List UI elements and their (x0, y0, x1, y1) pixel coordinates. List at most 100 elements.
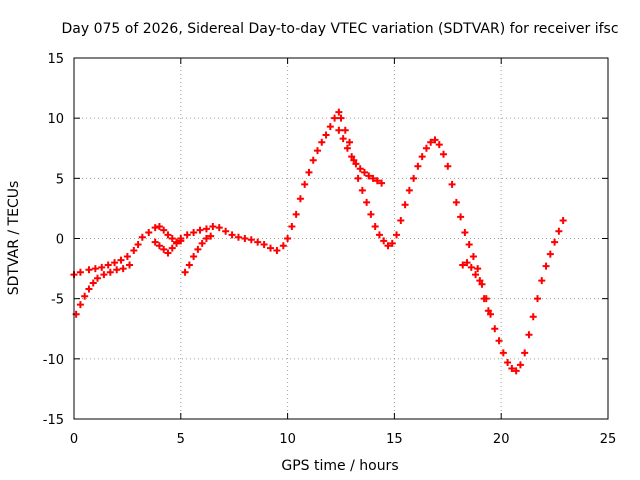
data-point (301, 180, 309, 188)
data-point (422, 144, 430, 152)
data-point (546, 250, 554, 258)
data-point (241, 235, 249, 242)
series-branch-5 (459, 259, 492, 315)
data-point (119, 265, 127, 273)
data-point (273, 247, 281, 255)
data-point (559, 216, 567, 224)
data-point (465, 241, 473, 249)
data-point (365, 172, 373, 180)
data-point (401, 201, 409, 209)
data-point (185, 261, 193, 269)
data-point (155, 242, 163, 250)
data-point (371, 222, 379, 230)
data-point (508, 364, 516, 372)
data-point (93, 274, 101, 282)
data-point (279, 242, 287, 250)
data-point (542, 262, 550, 270)
data-point (76, 301, 84, 309)
data-point (384, 242, 392, 250)
data-point (207, 232, 215, 240)
data-point (106, 268, 114, 276)
data-point (538, 277, 546, 285)
x-axis-title: GPS time / hours (281, 458, 398, 474)
data-point (360, 168, 368, 176)
data-point (155, 222, 163, 230)
data-point (525, 331, 533, 339)
data-point (198, 239, 206, 247)
data-point (130, 247, 138, 255)
data-point (397, 216, 405, 224)
y-tick-label: 0 (56, 233, 64, 248)
data-point (431, 136, 439, 144)
data-point (202, 235, 210, 242)
data-point (173, 239, 181, 247)
data-point (117, 256, 125, 264)
data-point (164, 249, 172, 257)
data-point (335, 108, 343, 116)
data-point (160, 245, 168, 253)
data-point (196, 226, 204, 234)
data-point (177, 237, 185, 245)
data-point (427, 138, 435, 146)
data-point (448, 180, 456, 188)
data-points (70, 108, 567, 375)
data-point (463, 259, 471, 267)
data-point (76, 268, 84, 276)
data-point (190, 228, 198, 236)
series-branch-3 (181, 232, 215, 276)
x-tick-label: 0 (70, 432, 78, 447)
data-point (98, 263, 106, 271)
grid-lines (74, 58, 608, 419)
data-point (444, 162, 452, 170)
data-point (358, 186, 366, 194)
data-point (222, 227, 230, 235)
data-point (194, 245, 202, 253)
data-point (164, 231, 172, 239)
data-point (529, 313, 537, 321)
data-point (356, 165, 364, 173)
series-branch-2 (151, 237, 185, 257)
data-point (472, 271, 480, 279)
data-point (487, 310, 495, 318)
y-axis-title: SDTVAR / TECUs (6, 181, 22, 296)
data-point (452, 198, 460, 206)
data-point (337, 114, 345, 122)
y-tick-label: -10 (43, 353, 64, 368)
data-point (202, 225, 210, 233)
data-point (322, 131, 330, 139)
data-point (89, 279, 97, 287)
data-point (512, 367, 520, 375)
data-point (160, 226, 168, 234)
data-point (111, 259, 119, 267)
data-point (234, 233, 242, 241)
data-point (484, 307, 492, 315)
data-point (314, 147, 322, 155)
series-branch-1 (72, 261, 134, 318)
y-tick-label: -15 (43, 413, 64, 428)
data-point (168, 235, 176, 242)
data-point (375, 231, 383, 239)
x-tick-label: 5 (177, 432, 185, 447)
data-point (373, 177, 381, 185)
data-point (318, 138, 326, 146)
data-point (495, 337, 503, 345)
data-point (467, 263, 475, 271)
data-point (123, 253, 131, 261)
data-point (474, 265, 482, 273)
data-point (100, 271, 108, 279)
data-point (296, 195, 304, 203)
data-point (339, 135, 347, 143)
data-point (348, 153, 356, 161)
data-point (343, 144, 351, 152)
data-point (126, 261, 134, 269)
data-point (367, 210, 375, 218)
x-tick-label: 15 (386, 432, 403, 447)
x-tick-label: 25 (600, 432, 617, 447)
data-point (181, 268, 189, 276)
data-point (534, 295, 542, 303)
data-point (346, 138, 354, 146)
data-point (85, 285, 93, 293)
data-point (388, 239, 396, 247)
data-point (414, 162, 422, 170)
data-point (363, 198, 371, 206)
